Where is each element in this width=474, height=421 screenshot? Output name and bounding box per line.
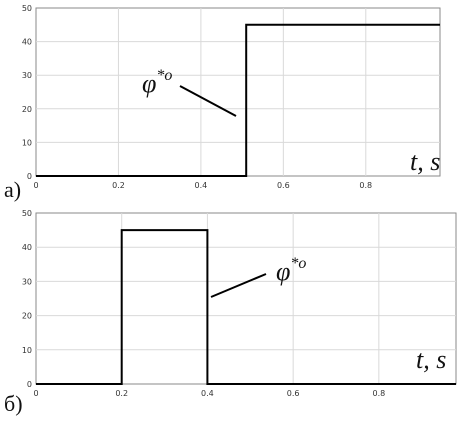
grid-b bbox=[36, 213, 456, 384]
x-tick-labels-a: 0 0.2 0.4 0.6 0.8 bbox=[33, 181, 372, 190]
y-tick-label: 0 bbox=[27, 380, 32, 389]
grid-a bbox=[36, 8, 440, 176]
x-tick-label: 0.4 bbox=[201, 389, 214, 398]
x-tick-label: 0.6 bbox=[287, 389, 300, 398]
x-tick-label: 0.4 bbox=[195, 181, 208, 190]
x-tick-label: 0.2 bbox=[112, 181, 125, 190]
plot-frame-a bbox=[35, 7, 441, 177]
panel-label-a: а) bbox=[4, 177, 21, 202]
y-tick-label: 30 bbox=[22, 71, 32, 80]
annotation-symbol-b: φ bbox=[276, 257, 290, 286]
series-line-b bbox=[36, 229, 456, 385]
panel-label-b: б) bbox=[4, 391, 23, 416]
y-tick-label: 30 bbox=[22, 277, 32, 286]
y-tick-label: 50 bbox=[22, 4, 32, 13]
x-tick-label: 0 bbox=[33, 389, 38, 398]
y-tick-label: 50 bbox=[22, 209, 32, 218]
x-tick-labels-b: 0 0.2 0.4 0.6 0.8 bbox=[33, 389, 385, 398]
x-tick-label: 0 bbox=[33, 181, 38, 190]
annotation-phi-b: φ*o bbox=[276, 255, 306, 286]
panel-a: 0 10 20 30 40 50 0 0.2 0.4 0.6 0.8 φ*o t, s а) bbox=[4, 4, 441, 202]
annotation-symbol-a: φ bbox=[142, 69, 156, 98]
x-tick-label: 0.8 bbox=[359, 181, 372, 190]
panel-b: 0 10 20 30 40 50 0 0.2 0.4 0.6 0.8 φ*o t, s б) bbox=[4, 209, 457, 416]
x-axis-label-a: t, s bbox=[410, 147, 440, 176]
x-axis-label-b: t, s bbox=[416, 345, 446, 374]
annotation-leader-b bbox=[210, 273, 267, 298]
y-tick-label: 10 bbox=[22, 138, 32, 147]
y-tick-label: 20 bbox=[22, 312, 32, 321]
y-tick-label: 0 bbox=[27, 172, 32, 181]
plot-frame-b bbox=[35, 212, 457, 385]
x-tick-label: 0.2 bbox=[115, 389, 128, 398]
annotation-superscript-a: *o bbox=[156, 67, 172, 84]
x-tick-label: 0.8 bbox=[372, 389, 385, 398]
series-line-a bbox=[36, 23, 440, 177]
y-tick-label: 10 bbox=[22, 346, 32, 355]
annotation-phi-a: φ*o bbox=[142, 67, 172, 98]
y-tick-labels-a: 0 10 20 30 40 50 bbox=[22, 4, 32, 181]
x-tick-label: 0.6 bbox=[277, 181, 290, 190]
annotation-leader-a bbox=[179, 85, 237, 117]
y-tick-label: 40 bbox=[22, 243, 32, 252]
y-tick-labels-b: 0 10 20 30 40 50 bbox=[22, 209, 32, 389]
y-tick-label: 40 bbox=[22, 38, 32, 47]
y-tick-label: 20 bbox=[22, 105, 32, 114]
annotation-superscript-b: *o bbox=[290, 255, 306, 272]
